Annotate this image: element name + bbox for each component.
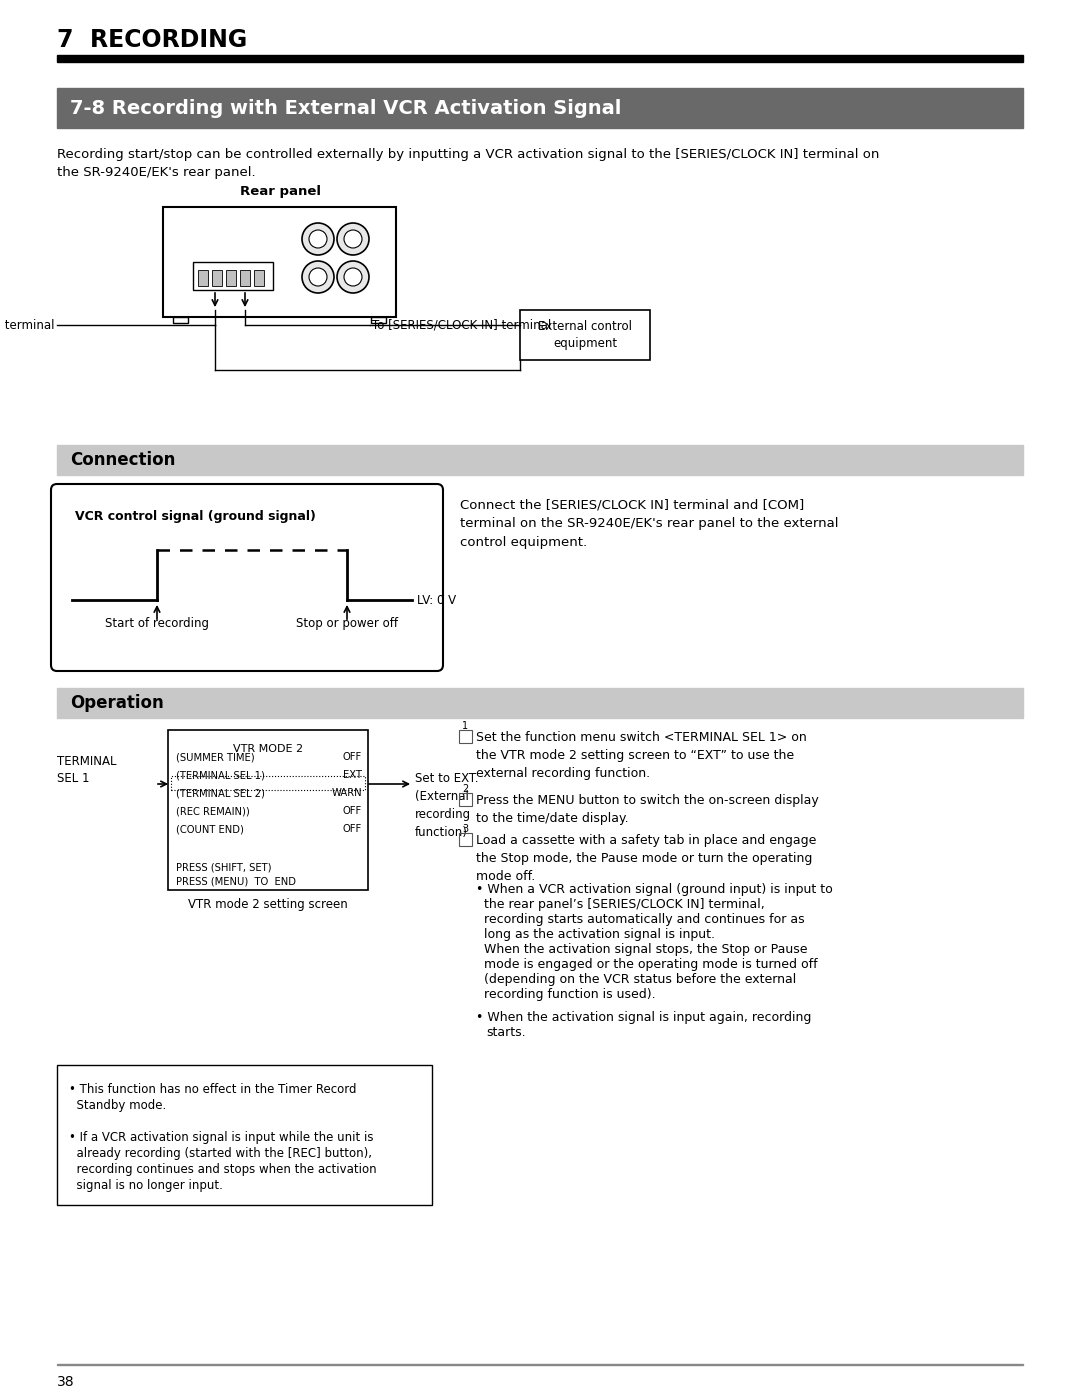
Bar — [168, 731, 368, 890]
Text: WARN: WARN — [332, 788, 362, 798]
Bar — [372, 317, 386, 323]
Text: Set the function menu switch <TERMINAL SEL 1> on
the VTR mode 2 setting screen t: Set the function menu switch <TERMINAL S… — [476, 731, 807, 780]
Text: OFF: OFF — [342, 806, 362, 816]
Text: (TERMINAL SEL 1): (TERMINAL SEL 1) — [176, 770, 265, 780]
Circle shape — [337, 224, 369, 256]
Text: VCR control signal (ground signal): VCR control signal (ground signal) — [75, 510, 315, 522]
Bar — [254, 270, 264, 286]
Bar — [519, 310, 650, 360]
Text: VTR MODE 2: VTR MODE 2 — [233, 745, 303, 754]
Circle shape — [345, 231, 362, 249]
Bar — [57, 54, 1023, 61]
Bar — [198, 270, 208, 286]
Text: 7-8 Recording with External VCR Activation Signal: 7-8 Recording with External VCR Activati… — [70, 99, 621, 117]
Bar — [459, 793, 472, 806]
Text: Standby mode.: Standby mode. — [69, 1099, 166, 1112]
Text: Connect the [SERIES/CLOCK IN] terminal and [COM]
terminal on the SR-9240E/EK's r: Connect the [SERIES/CLOCK IN] terminal a… — [460, 497, 838, 549]
Circle shape — [345, 268, 362, 286]
Text: OFF: OFF — [342, 824, 362, 834]
Text: Set to EXT.
(External
recording
function): Set to EXT. (External recording function… — [415, 773, 478, 840]
Text: Stop or power off: Stop or power off — [296, 617, 399, 630]
Bar — [57, 687, 1023, 718]
Text: 3: 3 — [462, 824, 469, 834]
Text: (depending on the VCR status before the external: (depending on the VCR status before the … — [476, 972, 796, 986]
Text: the SR-9240E/EK's rear panel.: the SR-9240E/EK's rear panel. — [57, 166, 256, 179]
Text: starts.: starts. — [486, 1025, 526, 1039]
Text: (TERMINAL SEL 2): (TERMINAL SEL 2) — [176, 788, 265, 798]
Bar — [226, 270, 237, 286]
Text: (COUNT END): (COUNT END) — [176, 824, 244, 834]
Text: • When a VCR activation signal (ground input) is input to: • When a VCR activation signal (ground i… — [476, 883, 833, 895]
Bar — [193, 263, 273, 291]
Text: Connection: Connection — [70, 451, 175, 469]
Circle shape — [337, 261, 369, 293]
Text: VTR mode 2 setting screen: VTR mode 2 setting screen — [188, 898, 348, 911]
Text: PRESS (MENU)  TO  END: PRESS (MENU) TO END — [176, 876, 296, 886]
Text: long as the activation signal is input.: long as the activation signal is input. — [476, 928, 715, 942]
Bar — [163, 207, 396, 317]
Text: recording continues and stops when the activation: recording continues and stops when the a… — [69, 1162, 377, 1176]
Bar — [173, 317, 188, 323]
Text: Start of recording: Start of recording — [105, 617, 210, 630]
Text: (SUMMER TIME): (SUMMER TIME) — [176, 752, 255, 761]
Bar — [459, 833, 472, 847]
Text: • When the activation signal is input again, recording: • When the activation signal is input ag… — [476, 1011, 811, 1024]
Text: Operation: Operation — [70, 694, 164, 712]
Bar — [57, 1363, 1023, 1365]
Text: 7  RECORDING: 7 RECORDING — [57, 28, 247, 52]
Text: PRESS (SHIFT, SET): PRESS (SHIFT, SET) — [176, 862, 271, 872]
Bar — [171, 775, 365, 789]
Text: recording starts automatically and continues for as: recording starts automatically and conti… — [476, 914, 805, 926]
Text: LV: 0 V: LV: 0 V — [417, 594, 456, 606]
Text: EXT: EXT — [343, 770, 362, 780]
Text: already recording (started with the [REC] button),: already recording (started with the [REC… — [69, 1147, 372, 1160]
Text: Load a cassette with a safety tab in place and engage
the Stop mode, the Pause m: Load a cassette with a safety tab in pla… — [476, 834, 816, 883]
Circle shape — [309, 231, 327, 249]
Text: (REC REMAIN)): (REC REMAIN)) — [176, 806, 249, 816]
Text: mode is engaged or the operating mode is turned off: mode is engaged or the operating mode is… — [476, 958, 818, 971]
Bar — [459, 731, 472, 743]
Circle shape — [302, 261, 334, 293]
Text: signal is no longer input.: signal is no longer input. — [69, 1179, 222, 1192]
Text: Rear panel: Rear panel — [240, 184, 321, 198]
Text: OFF: OFF — [342, 752, 362, 761]
Text: 2: 2 — [462, 784, 469, 793]
Text: • If a VCR activation signal is input while the unit is: • If a VCR activation signal is input wh… — [69, 1132, 374, 1144]
Text: • This function has no effect in the Timer Record: • This function has no effect in the Tim… — [69, 1083, 356, 1097]
FancyBboxPatch shape — [51, 483, 443, 671]
Text: Recording start/stop can be controlled externally by inputting a VCR activation : Recording start/stop can be controlled e… — [57, 148, 879, 161]
Bar — [57, 88, 1023, 129]
Text: 38: 38 — [57, 1375, 75, 1389]
Text: To [SERIES/CLOCK IN] terminal: To [SERIES/CLOCK IN] terminal — [372, 319, 551, 331]
Text: When the activation signal stops, the Stop or Pause: When the activation signal stops, the St… — [476, 943, 808, 956]
Circle shape — [309, 268, 327, 286]
Text: External control
equipment: External control equipment — [538, 320, 632, 351]
Text: recording function is used).: recording function is used). — [476, 988, 656, 1002]
Text: TERMINAL
SEL 1: TERMINAL SEL 1 — [57, 754, 117, 785]
Text: 1: 1 — [462, 721, 469, 731]
Text: To [COM] terminal: To [COM] terminal — [0, 319, 55, 331]
Bar — [57, 446, 1023, 475]
Bar — [240, 270, 249, 286]
Bar — [212, 270, 222, 286]
Text: the rear panel’s [SERIES/CLOCK IN] terminal,: the rear panel’s [SERIES/CLOCK IN] termi… — [476, 898, 765, 911]
Text: Press the MENU button to switch the on-screen display
to the time/date display.: Press the MENU button to switch the on-s… — [476, 793, 819, 826]
Circle shape — [302, 224, 334, 256]
Bar — [57, 1065, 432, 1206]
